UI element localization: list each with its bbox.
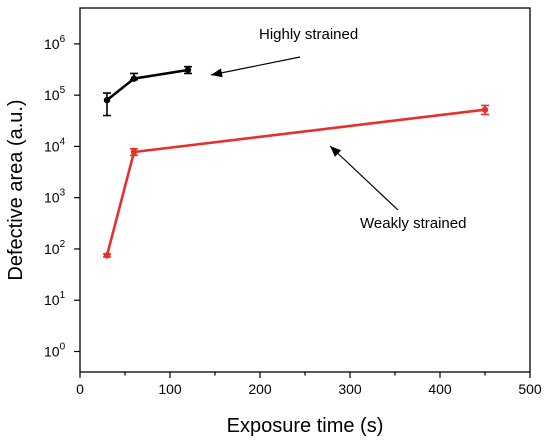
arrow-weakly-strained-shaft: [329, 145, 399, 211]
series-line: [106, 68, 189, 102]
data-point: [103, 252, 111, 259]
series-0: [103, 65, 192, 117]
x-tick-label: 500: [518, 381, 542, 397]
arrow-highly-strained-shaft: [210, 56, 301, 76]
data-point: [103, 96, 111, 104]
data-point: [130, 148, 138, 156]
y-tick-label: 103: [44, 188, 66, 206]
annotation-weakly-strained: Weakly strained: [360, 215, 466, 232]
series-line: [105, 108, 486, 256]
series-layer: [103, 65, 489, 259]
y-tick-label: 106: [44, 34, 66, 52]
arrow-weakly-strained-head: [330, 146, 342, 157]
x-tick-label: 300: [338, 381, 362, 397]
x-axis-title: Exposure time (s): [227, 415, 384, 437]
arrow-highly-strained-head: [211, 68, 223, 78]
x-tick-label: 100: [158, 381, 182, 397]
annotation-highly-strained: Highly strained: [259, 26, 358, 43]
y-axis-title: Defective area (a.u.): [5, 99, 27, 280]
y-tick-label: 101: [44, 290, 66, 308]
y-tick-label: 102: [44, 239, 66, 257]
x-tick-label: 200: [248, 381, 272, 397]
x-axis: 0 100 200 300 400 500: [76, 372, 542, 397]
x-tick-label: 0: [76, 381, 84, 397]
plot-border: [79, 7, 531, 373]
series-1: [103, 104, 489, 259]
x-tick-label: 400: [428, 381, 452, 397]
plot-frame: [79, 7, 531, 373]
y-axis: 100 101 102 103 104 105 106: [44, 34, 80, 359]
y-tick-label: 104: [44, 136, 66, 154]
data-point: [184, 66, 192, 74]
y-tick-label: 105: [44, 85, 66, 103]
annotations: Highly strained Weakly strained: [210, 26, 466, 232]
data-point: [481, 106, 489, 113]
y-tick-label: 100: [44, 341, 66, 359]
data-point: [130, 75, 138, 82]
